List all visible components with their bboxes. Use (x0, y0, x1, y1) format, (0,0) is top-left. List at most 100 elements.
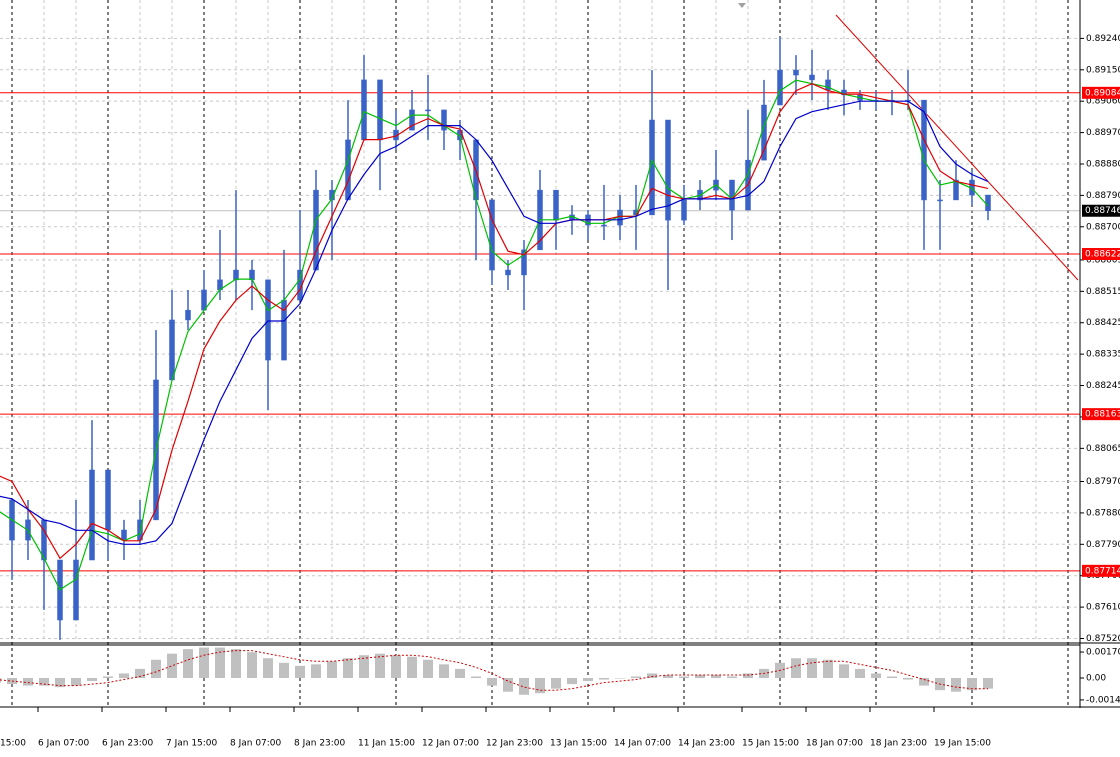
oscillator-bar (599, 678, 609, 680)
x-tick-label: 13 Jan 15:00 (550, 739, 607, 749)
candle-body (985, 194, 991, 211)
oscillator-bar (967, 678, 977, 691)
candle-body (73, 559, 79, 621)
x-tick-label: 18 Jan 23:00 (870, 739, 927, 749)
oscillator-bar (311, 664, 321, 679)
oscillator-bar (231, 649, 241, 679)
oscillator-bar (519, 678, 529, 695)
x-tick-label: 11 Jan 15:00 (358, 739, 415, 749)
candle-body (441, 109, 447, 131)
oscillator-bar (71, 678, 81, 686)
level-label-box (1082, 248, 1120, 261)
candle-body (809, 74, 815, 81)
y-tick-label: 0.87970 (1086, 477, 1120, 487)
oscillator-bar (647, 673, 657, 679)
oscillator-bar (295, 665, 305, 679)
oscillator-bar (199, 647, 209, 679)
candle-body (249, 269, 255, 281)
candle-body (953, 179, 959, 201)
oscillator-bar (87, 678, 97, 682)
oscillator-panel (0, 647, 993, 695)
oscillator-bar (375, 653, 385, 679)
oscillator-bar (727, 676, 737, 679)
y-tick-label: 0.00 (1086, 674, 1106, 684)
x-tick-label: 7 Jan 15:00 (166, 739, 218, 749)
oscillator-bar (167, 653, 177, 679)
labels-layer: 0.89240 0.89150 0.89060 0.88970 0.88880 0.887… (0, 34, 1120, 749)
candle-body (409, 109, 415, 131)
candle-body (521, 249, 527, 276)
level-label-box (1082, 408, 1120, 421)
y-tick-label: 0.89060 (1086, 97, 1120, 107)
candle-body (233, 269, 239, 281)
y-tick-label: 0.001708 (1086, 648, 1120, 658)
candle-body (265, 279, 271, 361)
oscillator-bar (119, 673, 129, 679)
x-tick-label: 19 Jan 15:00 (934, 739, 991, 749)
y-tick-label: 0.88605 (1086, 255, 1120, 265)
candle-body (729, 179, 735, 211)
oscillator-bar (407, 656, 417, 679)
y-tick-label: 0.88700 (1086, 222, 1120, 232)
candle-body (89, 469, 95, 561)
x-tick-label: 8 Jan 07:00 (230, 739, 282, 749)
x-tick-label: 12 Jan 23:00 (486, 739, 543, 749)
oscillator-bar (535, 678, 545, 694)
candle-body (489, 199, 495, 271)
oscillator-bar (183, 649, 193, 679)
oscillator-bar (631, 676, 641, 679)
oscillator-bar (487, 678, 497, 686)
candle-body (105, 469, 111, 531)
shift-marker (738, 3, 746, 8)
candle-body (329, 189, 335, 201)
last-price-label: 0.88746 (1085, 206, 1120, 216)
oscillator-bar (871, 673, 881, 679)
moving-average (0, 83, 989, 560)
x-tick-label: 14 Jan 23:00 (678, 739, 735, 749)
candle-body (505, 269, 511, 276)
oscillator-bar (807, 658, 817, 679)
oscillator-bar (423, 659, 433, 679)
oscillator-bar (247, 652, 257, 679)
x-tick-label: 8 Jan 23:00 (294, 739, 346, 749)
candle-body (185, 309, 191, 321)
oscillator-bar (103, 676, 113, 679)
oscillator-bar (263, 658, 273, 679)
oscillator-bar (887, 676, 897, 679)
y-tick-label: 0.87790 (1086, 540, 1120, 550)
moving-average (0, 100, 989, 545)
x-tick-label: 18 Jan 07:00 (806, 739, 863, 749)
oscillator-bar (503, 678, 513, 692)
candle-body (681, 199, 687, 221)
candle-body (345, 139, 351, 201)
oscillator-bar (663, 674, 673, 679)
oscillator-bar (615, 678, 625, 679)
oscillator-bar (439, 664, 449, 679)
oscillator-bar (903, 678, 913, 680)
y-tick-label: 0.88335 (1086, 350, 1120, 360)
oscillator-bar (743, 673, 753, 679)
oscillator-bar (983, 678, 993, 689)
level-label-box (1082, 564, 1120, 577)
signal-line (0, 650, 988, 691)
candle-body (793, 69, 799, 76)
oscillator-bar (951, 678, 961, 692)
candle-body (121, 529, 127, 541)
x-tick-label: 14 Jan 07:00 (614, 739, 671, 749)
candle-body (313, 189, 319, 271)
oscillator-bar (327, 661, 337, 679)
level-label: 0.89084 (1085, 88, 1120, 98)
level-label: 0.88163 (1085, 410, 1120, 420)
oscillator-bar (359, 655, 369, 679)
y-tick-label: 0.87610 (1086, 603, 1120, 613)
y-tick-label: 0.87520 (1086, 634, 1120, 644)
candle-body (937, 199, 943, 202)
y-tick-label: 0.89150 (1086, 65, 1120, 75)
candle-body (201, 289, 207, 311)
level-label-box (1082, 86, 1120, 99)
oscillator-bar (23, 678, 33, 686)
candle-body (169, 319, 175, 381)
oscillator-bar (567, 678, 577, 685)
oscillator-bar (919, 678, 929, 686)
